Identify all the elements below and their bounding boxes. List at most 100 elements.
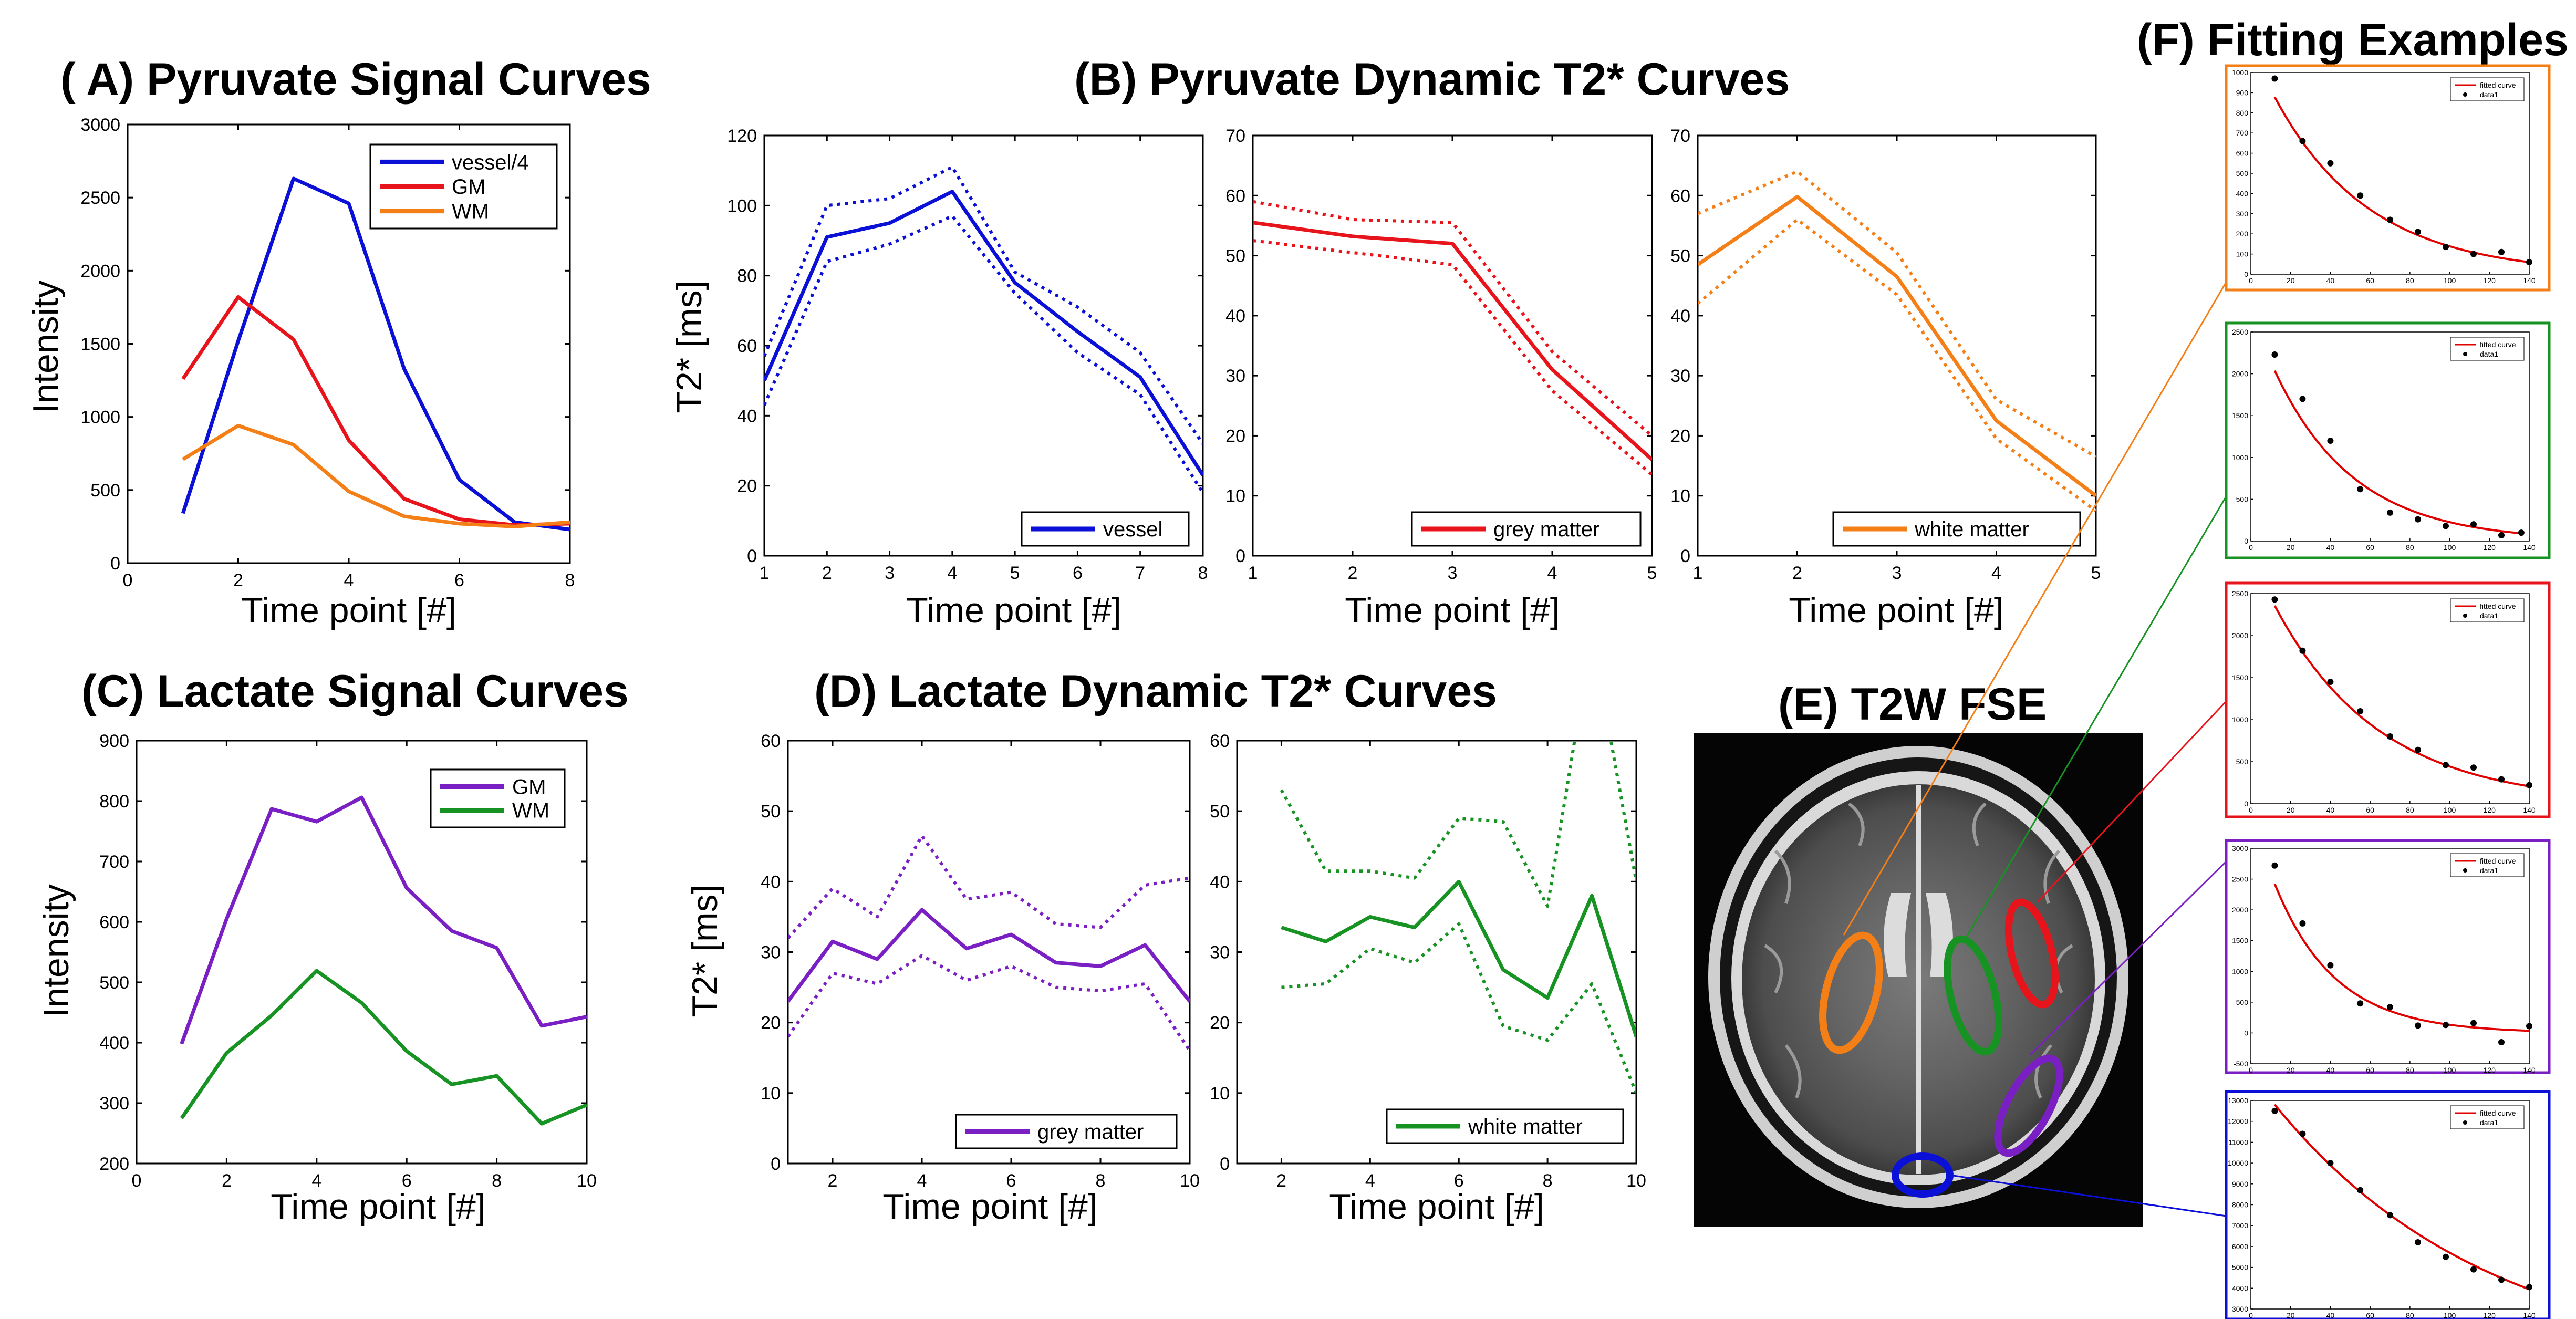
data-point (2357, 192, 2364, 199)
y-tick-label: 20 (737, 476, 757, 496)
fit-y-tick-label: 5000 (2232, 1263, 2248, 1272)
fit-x-tick-label: 40 (2326, 276, 2335, 285)
panel-title-e: (E) T2W FSE (1778, 679, 2047, 730)
data-point (2327, 679, 2334, 685)
fit-y-tick-label: 300 (2236, 210, 2249, 218)
fit-x-tick-label: 40 (2326, 543, 2335, 552)
fit-legend-marker (2463, 352, 2467, 356)
data-point (2415, 1022, 2421, 1029)
series-layer (764, 165, 1203, 494)
fit-legend-box (2450, 337, 2525, 361)
x-tick-label: 4 (1547, 563, 1557, 583)
series-line (788, 908, 1190, 1003)
chart-a-pyruvate-signal: 0 2 4 6 8 0 500 1000 1500 2000 2500 3000 vessel/4GMW… (26, 115, 575, 630)
y-tick-label: 60 (1210, 731, 1230, 751)
x-tick-label: 5 (1647, 563, 1657, 583)
data-point (2415, 746, 2421, 753)
data-point (2271, 596, 2278, 603)
y-tick-label: 30 (1210, 943, 1230, 963)
data-point (2470, 251, 2477, 257)
x-tick-label: 0 (132, 1171, 142, 1191)
fit-y-tick-label: 13000 (2228, 1096, 2248, 1105)
x-tick-label: 2 (233, 570, 243, 590)
fit-axes (2250, 848, 2530, 1064)
y-tick-label: 80 (737, 266, 757, 286)
fit-x-tick-label: 80 (2406, 806, 2414, 814)
y-tick-label: 400 (99, 1033, 129, 1053)
fit-y-tick-label: 3000 (2232, 1305, 2248, 1313)
fit-y-tick-label: 1000 (2232, 453, 2248, 462)
series-layer (180, 795, 587, 1126)
y-tick-label: 3000 (80, 115, 120, 135)
chart-d-white-matter-t2star: 2 4 6 8 10 0 10 20 30 40 50 60 white matter Time poin… (1210, 731, 1646, 1227)
data-point (2498, 532, 2505, 538)
fit-y-tick-label: 200 (2236, 230, 2249, 238)
data-point (2327, 437, 2334, 444)
fit-x-tick-label: 20 (2287, 1311, 2295, 1319)
data-point (2526, 258, 2532, 265)
legend-label: white matter (1914, 518, 2029, 541)
x-tick-label: 6 (1454, 1171, 1464, 1191)
fit-x-tick-label: 40 (2326, 1066, 2335, 1074)
y-axis-label: Intensity (36, 884, 76, 1017)
connector-red (2036, 700, 2227, 903)
fit-x-tick-label: 120 (2484, 806, 2496, 814)
x-axis-label: Time point [#] (271, 1187, 485, 1227)
fit-legend-box (2450, 598, 2525, 622)
plot-frame (763, 134, 1204, 557)
series-layer (1698, 170, 2096, 512)
fit-legend-label: data1 (2480, 1118, 2498, 1127)
y-tick-label: 40 (1225, 306, 1245, 326)
fit-y-tick-label: 900 (2236, 88, 2249, 97)
y-tick-label: 60 (761, 731, 781, 751)
x-tick-label: 2 (1792, 563, 1802, 583)
data-point (2470, 1266, 2477, 1273)
chart-d-grey-matter-t2star: 2 4 6 8 10 0 10 20 30 40 50 60 grey matter Time point… (685, 731, 1200, 1227)
series-lower-bound (1698, 218, 2096, 512)
y-tick-label: 30 (761, 943, 781, 963)
fit-y-tick-label: 2500 (2232, 328, 2248, 336)
series-layer (788, 834, 1190, 1052)
plot-frame (1697, 134, 2097, 557)
data-point (2443, 244, 2449, 251)
data-point (2299, 138, 2306, 144)
y-tick-label: 70 (1670, 126, 1690, 146)
x-tick-label: 4 (1991, 563, 2001, 583)
y-tick-label: 2500 (80, 188, 120, 208)
fit-y-tick-label: 500 (2236, 169, 2249, 178)
fit-x-tick-label: 0 (2249, 276, 2253, 285)
data-point (2387, 733, 2393, 740)
legend-label: GM (512, 776, 546, 799)
x-axis-label: Time point [#] (1329, 1187, 1544, 1227)
connector-green (1964, 496, 2227, 941)
y-tick-label: 70 (1225, 126, 1245, 146)
fit-x-tick-label: 60 (2366, 543, 2374, 552)
y-tick-label: 800 (99, 792, 129, 812)
series-line (764, 190, 1203, 476)
data-point (2299, 920, 2306, 927)
fit-x-tick-label: 20 (2287, 1066, 2295, 1074)
fit-x-tick-label: 60 (2366, 806, 2374, 814)
y-tick-label: 60 (1670, 186, 1690, 206)
roi-white-matter-orange (1819, 931, 1883, 1054)
fit-y-tick-label: 7000 (2232, 1221, 2248, 1230)
fit-y-tick-label: 2000 (2232, 370, 2248, 378)
series-upper-bound (1698, 170, 2096, 459)
x-tick-label: 1 (1693, 563, 1703, 583)
legend-label: GM (452, 175, 485, 199)
series-lower-bound (788, 954, 1190, 1052)
data-point (2415, 1239, 2421, 1245)
fit-legend-marker (2463, 92, 2467, 97)
fit-x-tick-label: 140 (2523, 1066, 2536, 1074)
x-tick-label: 10 (577, 1171, 597, 1191)
x-axis-label: Time point [#] (1345, 590, 1560, 630)
x-tick-label: 8 (1543, 1171, 1553, 1191)
y-tick-label: 500 (90, 481, 120, 501)
roi-white-matter-green (1944, 935, 2002, 1056)
fit-frame (2225, 1090, 2551, 1319)
fit-y-tick-label: 500 (2236, 757, 2249, 766)
fit-x-tick-label: 100 (2444, 1066, 2456, 1074)
